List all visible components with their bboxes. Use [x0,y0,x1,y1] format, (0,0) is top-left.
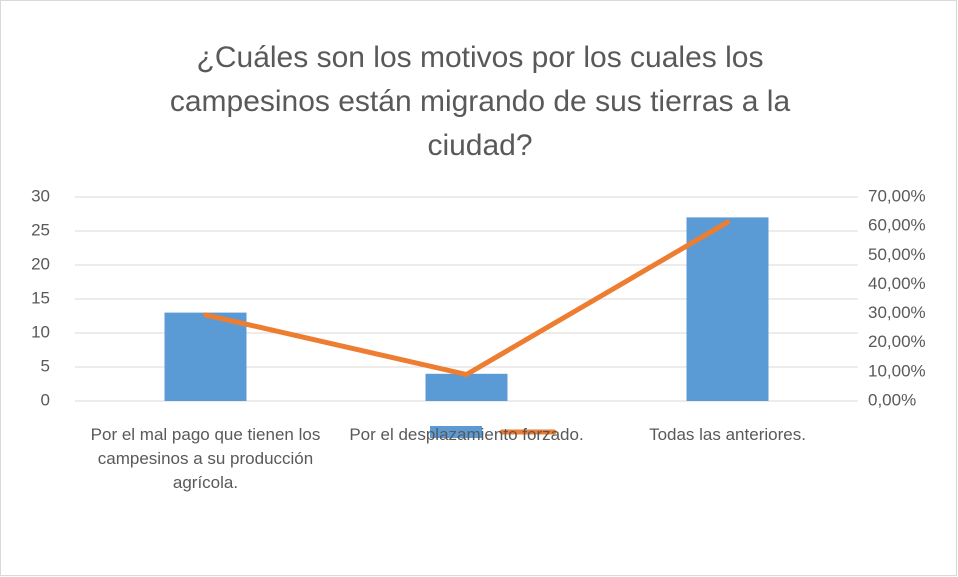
y2-tick-label: 30,00% [868,303,926,322]
x-tick-label: Todas las anteriores. [649,425,806,444]
y2-tick-label: 60,00% [868,216,926,235]
y-tick-label: 25 [31,220,50,239]
chart-title: ¿Cuáles son los motivos por los cuales l… [169,41,791,162]
bar [425,373,508,401]
y-tick-label: 20 [31,254,50,273]
line [203,219,730,378]
y-tick-label: 0 [41,390,50,409]
y2-tick-label: 0,00% [868,390,916,409]
legend-swatch [430,426,482,438]
x-tick-label: Por el mal pago que tienen los campesino… [90,425,321,492]
y-tick-label: 5 [41,356,50,375]
y-tick-label: 30 [31,186,50,205]
y2-tick-label: 10,00% [868,361,926,380]
bar [686,217,769,401]
bar [164,312,247,401]
y-tick-label: 15 [31,288,50,307]
y2-tick-label: 20,00% [868,332,926,351]
y2-tick-label: 70,00% [868,186,926,205]
y-tick-label: 10 [31,322,50,341]
y2-tick-label: 40,00% [868,274,926,293]
y2-tick-label: 50,00% [868,245,926,264]
x-tick-label: Por el desplazamiento forzado. [349,425,584,444]
